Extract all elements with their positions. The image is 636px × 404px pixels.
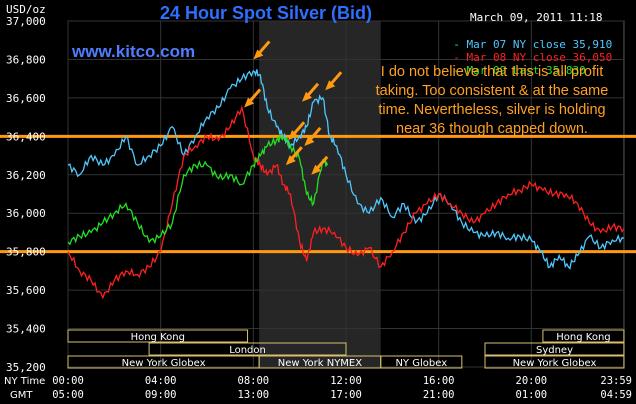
market-session-label: New York NYMEX bbox=[278, 358, 363, 369]
chart-title: 24 Hour Spot Silver (Bid) bbox=[160, 3, 373, 23]
market-session-label: London bbox=[229, 345, 266, 356]
gmt-label: GMT bbox=[10, 390, 33, 401]
y-tick-label: 35,800 bbox=[6, 246, 46, 259]
x-tick-gmt: 04:59 bbox=[600, 389, 632, 401]
market-session-label: Hong Kong bbox=[131, 332, 185, 343]
y-tick-label: 36,000 bbox=[6, 207, 46, 220]
market-session-box bbox=[380, 355, 463, 369]
legend-marker: - bbox=[453, 64, 467, 77]
annotation-arrow-head bbox=[253, 49, 264, 60]
series-line-3 bbox=[67, 133, 329, 246]
legend-label: Mar 09 Last 35,830 bbox=[466, 64, 586, 77]
timestamp: March 09, 2011 11:18 bbox=[470, 11, 603, 24]
x-tick-gmt: 13:00 bbox=[238, 389, 270, 401]
legend-entry-mar08: - Mar 08 NY close 36,050 bbox=[440, 38, 612, 64]
x-tick-gmt: 01:00 bbox=[516, 389, 548, 401]
market-session-box bbox=[148, 342, 347, 356]
y-tick-label: 37,000 bbox=[6, 15, 46, 28]
legend-label: Mar 07 NY close 35,910 bbox=[466, 38, 613, 51]
y-tick-label: 36,200 bbox=[6, 169, 46, 182]
market-session-label: Hong Kong bbox=[556, 332, 610, 343]
market-session-box bbox=[484, 342, 625, 356]
y-tick-label: 36,400 bbox=[6, 130, 46, 143]
market-session-box bbox=[67, 329, 249, 343]
x-tick-ny: 23:59 bbox=[600, 375, 632, 387]
y-tick-label: 36,600 bbox=[6, 92, 46, 105]
series-line-1 bbox=[67, 69, 625, 270]
y-tick-label: 35,200 bbox=[6, 361, 46, 374]
market-session-label: New York Globex bbox=[513, 358, 597, 369]
annotation-arrow-head bbox=[301, 91, 312, 102]
x-tick-ny: 16:00 bbox=[423, 375, 455, 387]
legend-marker: - bbox=[453, 51, 467, 64]
ny-time-label: NY Time bbox=[4, 376, 45, 387]
annotation-arrow-head bbox=[311, 164, 322, 175]
x-tick-ny: 04:00 bbox=[145, 375, 177, 387]
x-tick-ny: 00:00 bbox=[52, 375, 84, 387]
annotation-arrow-head bbox=[244, 97, 255, 108]
y-tick-label: 35,600 bbox=[6, 284, 46, 297]
x-tick-gmt: 05:00 bbox=[52, 389, 84, 401]
x-tick-gmt: 09:00 bbox=[145, 389, 177, 401]
legend-entry-mar07: - Mar 07 NY close 35,910 bbox=[440, 25, 612, 51]
annotation-arrow-head bbox=[288, 130, 299, 141]
market-session-label: NY Globex bbox=[395, 358, 447, 369]
annotation-arrow-head bbox=[325, 80, 336, 91]
annotation-text: I do not believe that this is all profit… bbox=[375, 64, 609, 137]
legend-entry-mar09: - Mar 09 Last 35,830 bbox=[440, 51, 586, 77]
market-session-box bbox=[484, 355, 625, 369]
legend-marker: - bbox=[453, 38, 467, 51]
y-tick-label: 35,400 bbox=[6, 323, 46, 336]
y-tick-label: 36,800 bbox=[6, 53, 46, 66]
annotation-arrow-head bbox=[285, 155, 296, 166]
annotation-arrow-head bbox=[304, 135, 315, 146]
market-session-box bbox=[542, 329, 625, 343]
x-tick-gmt: 17:00 bbox=[330, 389, 362, 401]
x-tick-ny: 12:00 bbox=[330, 375, 362, 387]
market-session-label: Sydney bbox=[536, 345, 573, 356]
x-tick-ny: 08:00 bbox=[238, 375, 270, 387]
x-tick-gmt: 21:00 bbox=[423, 389, 455, 401]
x-tick-ny: 20:00 bbox=[516, 375, 548, 387]
y-axis-unit: USD/oz bbox=[6, 3, 46, 16]
nymex-session-shade bbox=[259, 21, 381, 367]
legend-label: Mar 08 NY close 36,050 bbox=[466, 51, 613, 64]
market-session-label: New York Globex bbox=[122, 358, 206, 369]
website-label: www.kitco.com bbox=[72, 42, 196, 61]
